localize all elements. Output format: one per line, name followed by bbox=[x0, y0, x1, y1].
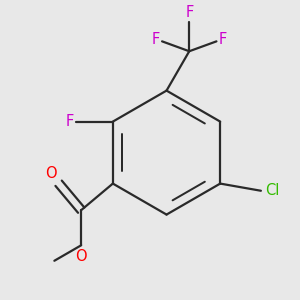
Text: F: F bbox=[152, 32, 160, 47]
Text: Cl: Cl bbox=[265, 183, 279, 198]
Text: F: F bbox=[218, 32, 227, 47]
Text: F: F bbox=[185, 5, 194, 20]
Text: F: F bbox=[65, 114, 74, 129]
Text: O: O bbox=[75, 249, 87, 264]
Text: O: O bbox=[45, 166, 57, 181]
